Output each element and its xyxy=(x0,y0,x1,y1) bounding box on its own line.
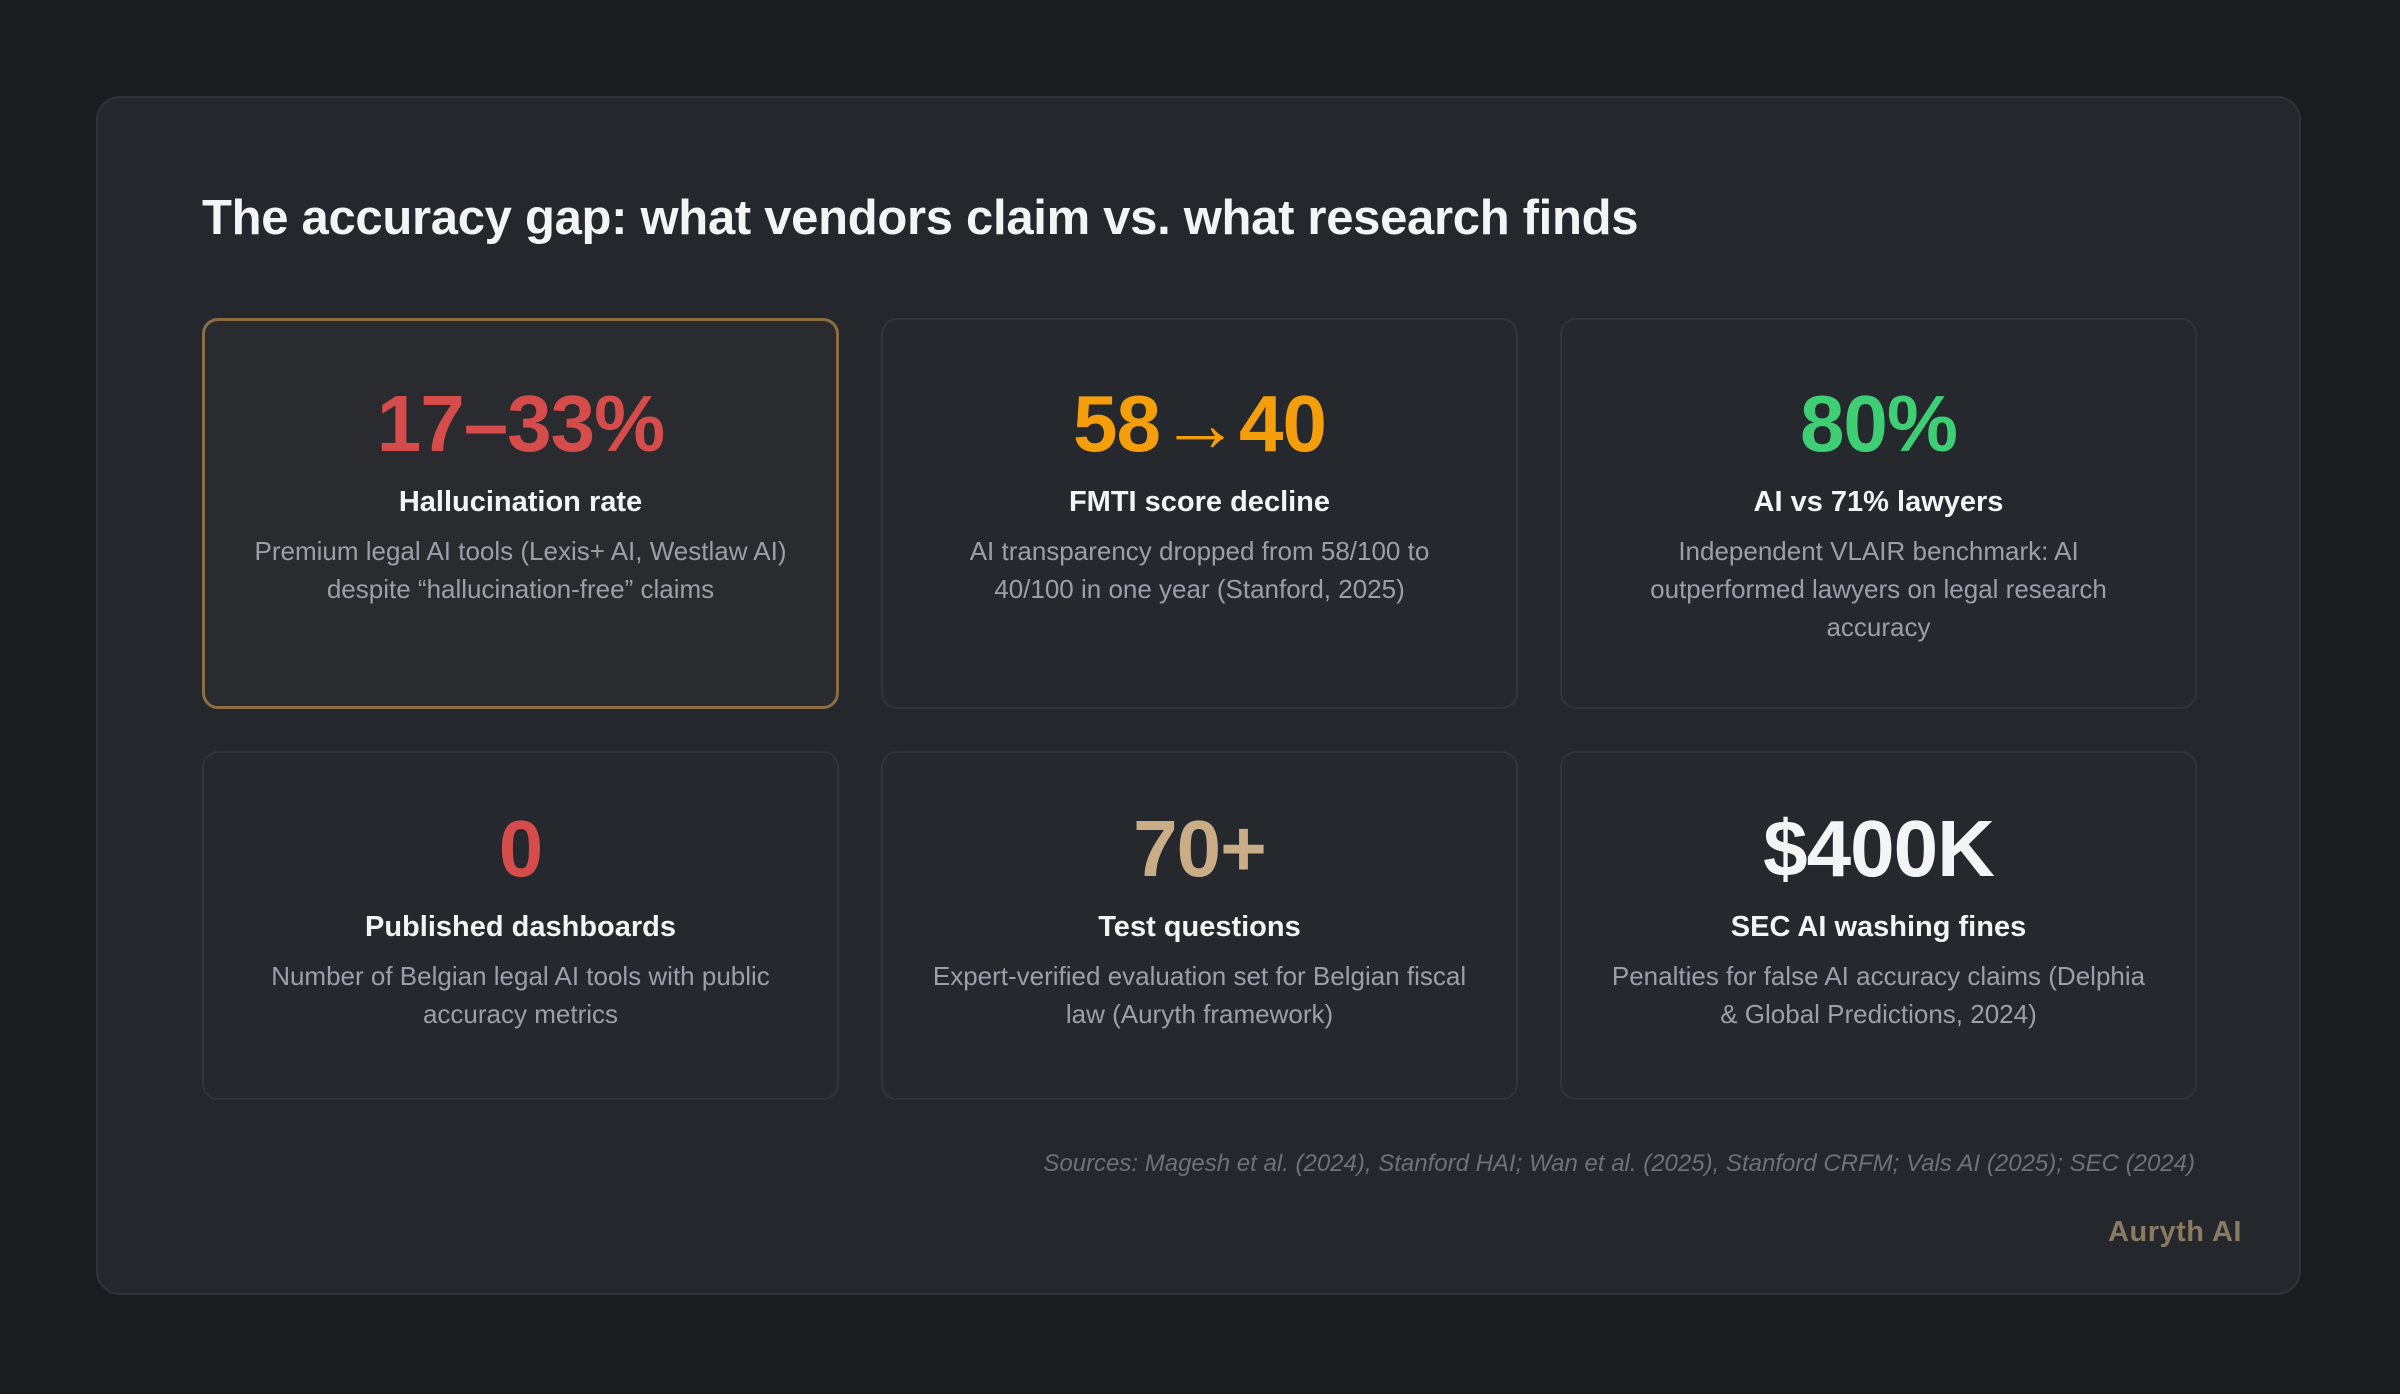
stat-value: 17–33% xyxy=(376,379,666,468)
stat-description: Number of Belgian legal AI tools with pu… xyxy=(271,961,770,1029)
stat-label: Test questions xyxy=(1098,911,1301,943)
stat-label: Hallucination rate xyxy=(398,486,643,518)
stat-description: Expert-verified evaluation set for Belgi… xyxy=(932,961,1467,1029)
sources-footnote: Sources: Magesh et al. (2024), Stanford … xyxy=(1043,1150,2195,1177)
stat-card-published-dashboards: 0 Published dashboards Number of Belgian… xyxy=(202,751,839,1100)
stat-value: $400K xyxy=(1763,804,1995,893)
stat-description: Penalties for false AI accuracy claims (… xyxy=(1611,961,2146,1029)
stat-label: Published dashboards xyxy=(365,911,676,943)
stats-grid: 17–33% Hallucination rate Premium legal … xyxy=(202,318,2198,1100)
stat-description: AI transparency dropped from 58/100 to 4… xyxy=(969,536,1430,604)
stat-value: 80% xyxy=(1799,379,1958,468)
stat-value: 58→40 xyxy=(1073,379,1327,468)
brand-logo-text: Auryth AI xyxy=(2108,1216,2242,1248)
stat-card-hallucination-rate: 17–33% Hallucination rate Premium legal … xyxy=(202,318,839,709)
stat-label: FMTI score decline xyxy=(1068,486,1331,518)
stat-value: 0 xyxy=(498,804,544,893)
page-title: The accuracy gap: what vendors claim vs.… xyxy=(202,191,1639,245)
stat-description: Independent VLAIR benchmark: AI outperfo… xyxy=(1650,536,2107,642)
stat-label: SEC AI washing fines xyxy=(1730,911,2027,943)
stat-label: AI vs 71% lawyers xyxy=(1753,486,2004,518)
stat-card-fmti-score: 58→40 FMTI score decline AI transparency… xyxy=(881,318,1518,709)
stat-card-sec-fines: $400K SEC AI washing fines Penalties for… xyxy=(1560,751,2197,1100)
stat-card-ai-vs-lawyers: 80% AI vs 71% lawyers Independent VLAIR … xyxy=(1560,318,2197,709)
infographic-panel: The accuracy gap: what vendors claim vs.… xyxy=(96,96,2301,1295)
stat-value: 70+ xyxy=(1133,804,1267,893)
stat-card-test-questions: 70+ Test questions Expert-verified evalu… xyxy=(881,751,1518,1100)
stat-description: Premium legal AI tools (Lexis+ AI, Westl… xyxy=(254,536,787,604)
